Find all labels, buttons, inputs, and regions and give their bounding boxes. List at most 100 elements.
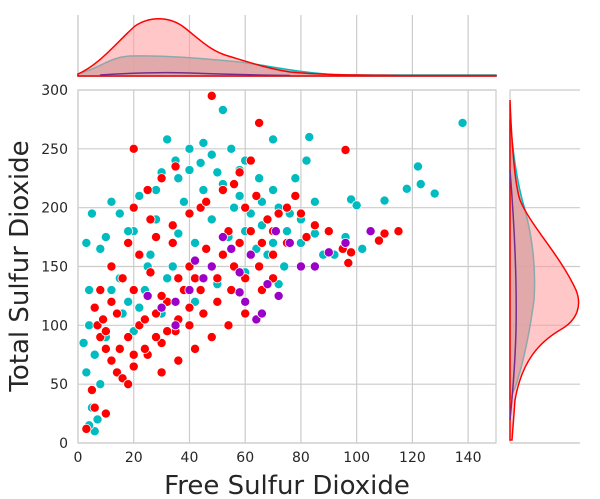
scatter-point [309, 196, 320, 207]
scatter-point [256, 237, 267, 248]
top-kde-purple [99, 71, 291, 77]
scatter-point [340, 237, 351, 248]
scatter-point [309, 228, 320, 239]
scatter-point [117, 273, 128, 284]
x-tick-label: 140 [455, 450, 482, 466]
scatter-point [170, 320, 181, 331]
scatter-point [379, 195, 390, 206]
scatter-point [100, 232, 111, 243]
scatter-point [156, 290, 167, 301]
scatter-point [245, 249, 256, 260]
scatter-point [198, 273, 209, 284]
scatter-point [184, 143, 195, 154]
scatter-point [100, 343, 111, 354]
scatter-point [106, 261, 117, 272]
main-scatter-panel: 0 20 40 60 80 100 120 140 0 50 100 150 200 250 300 [41, 83, 497, 466]
scatter-point [134, 302, 145, 313]
x-tick-label: 80 [292, 450, 310, 466]
scatter-point [167, 237, 178, 248]
scatter-point [295, 208, 306, 219]
x-tick-label: 40 [181, 450, 199, 466]
scatter-point [89, 349, 100, 360]
scatter-point [162, 326, 173, 337]
scatter-point [167, 261, 178, 272]
scatter-point [139, 343, 150, 354]
scatter-point [279, 261, 290, 272]
scatter-point [262, 214, 273, 225]
scatter-point [95, 285, 106, 296]
scatter-point [217, 185, 228, 196]
scatter-point [198, 308, 209, 319]
scatter-point [151, 332, 162, 343]
scatter-point [304, 132, 315, 143]
scatter-point [184, 165, 195, 176]
scatter-point [201, 243, 212, 254]
scatter-point [256, 308, 267, 319]
scatter-point [156, 367, 167, 378]
scatter-point [301, 155, 312, 166]
y-tick-label: 300 [41, 83, 68, 99]
scatter-point [245, 155, 256, 166]
scatter-point [254, 117, 265, 128]
scatter-point [162, 134, 173, 145]
scatter-point [86, 208, 97, 219]
scatter-point [273, 208, 284, 219]
scatter-point [281, 226, 292, 237]
scatter-point [340, 145, 351, 156]
y-axis-title: Total Sulfur Dioxide [5, 140, 35, 392]
scatter-point [81, 423, 92, 434]
scatter-point [234, 190, 245, 201]
scatter-point [268, 185, 279, 196]
scatter-point [134, 249, 145, 260]
x-tick-label: 120 [399, 450, 426, 466]
main-plot-frame [77, 89, 497, 444]
scatter-point [184, 320, 195, 331]
scatter-point [162, 273, 173, 284]
scatter-point [92, 414, 103, 425]
scatter-point [106, 285, 117, 296]
scatter-point [128, 361, 139, 372]
scatter-point [351, 200, 362, 211]
scatter-point [429, 188, 440, 199]
scatter-point [195, 157, 206, 168]
scatter-point [268, 237, 279, 248]
scatter-point [273, 290, 284, 301]
scatter-point [123, 379, 134, 390]
scatter-point [251, 190, 262, 201]
y-tick-label: 200 [41, 201, 68, 217]
scatter-point [206, 149, 217, 160]
scatter-point [151, 232, 162, 243]
scatter-point [184, 302, 195, 313]
scatter-point [106, 355, 117, 366]
x-axis-title: Free Sulfur Dioxide [164, 471, 410, 499]
x-tick-label: 60 [236, 450, 254, 466]
scatter-point [212, 273, 223, 284]
scatter-point [89, 302, 100, 313]
scatter-point [226, 285, 237, 296]
scatter-point [128, 349, 139, 360]
scatter-point [229, 179, 240, 190]
scatter-point [245, 226, 256, 237]
x-tick-label: 0 [74, 450, 83, 466]
scatter-point [81, 237, 92, 248]
scatter-point [393, 226, 404, 237]
scatter-point [217, 249, 228, 260]
scatter-point [270, 226, 281, 237]
scatter-point [106, 296, 117, 307]
scatter-point [284, 237, 295, 248]
scatter-point [212, 296, 223, 307]
scatter-point [401, 183, 412, 194]
top-marginal-kde [77, 15, 497, 77]
scatter-point [309, 261, 320, 272]
right-marginal-kde [509, 89, 580, 444]
scatter-point [323, 226, 334, 237]
scatter-point [100, 408, 111, 419]
scatter-point [170, 161, 181, 172]
scatter-point [190, 255, 201, 266]
scatter-point [95, 243, 106, 254]
scatter-point [84, 320, 95, 331]
scatter-point [268, 134, 279, 145]
scatter-point [190, 343, 201, 354]
y-tick-label: 100 [41, 318, 68, 334]
